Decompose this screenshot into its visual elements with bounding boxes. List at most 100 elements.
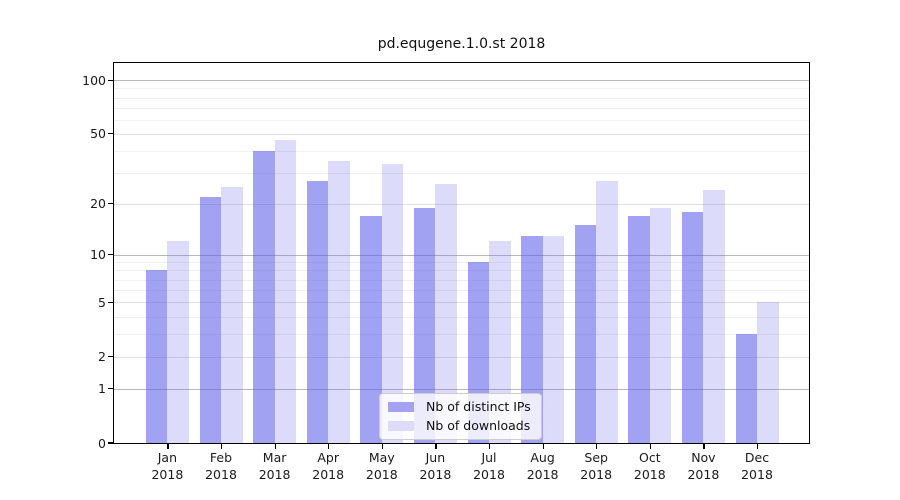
bars-layer [114,63,809,443]
x-tick-label-apr: Apr 2018 [288,450,368,483]
x-tick-feb [221,443,223,449]
x-tick-oct [649,443,651,449]
grid-layer [114,63,809,443]
bar-distinct-ips-nov [681,211,704,443]
gridline-60 [114,119,809,121]
bar-distinct-ips-may [360,215,382,443]
x-tick-month-dec: Dec [744,450,770,465]
y-tick-label-1: 1 [98,381,106,396]
legend-row-distinct-ips: Nb of distinct IPs [388,399,531,414]
bar-downloads-jun [435,183,457,443]
legend-swatch-downloads [388,420,414,431]
x-tick-apr [328,443,330,449]
x-tick-month-apr: Apr [317,450,339,465]
x-tick-jun [435,443,437,449]
gridline-3 [114,334,809,335]
legend: Nb of distinct IPs Nb of downloads [379,393,542,440]
x-tick-label-jun: Jun 2018 [395,450,475,483]
x-tick-month-oct: Oct [638,450,661,465]
y-tick-label-50: 50 [90,126,106,142]
bar-downloads-mar [274,140,297,443]
y-tick-50 [108,133,113,135]
legend-label-downloads: Nb of downloads [426,418,531,433]
bar-distinct-ips-jan [145,270,168,443]
y-tick-1 [108,387,113,390]
bar-distinct-ips-aug [521,235,543,443]
legend-swatch-distinct-ips [388,401,414,412]
gridline-100 [114,80,809,82]
x-tick-label-dec: Dec 2018 [717,450,797,483]
x-tick-month-sep: Sep [584,450,608,465]
x-tick-year-sep: 2018 [580,466,613,482]
legend-row-downloads: Nb of downloads [388,418,531,433]
y-tick-label-20: 20 [90,196,106,212]
x-tick-sep [596,443,598,449]
bar-downloads-feb [221,186,243,443]
plot-area: Nb of distinct IPs Nb of downloads [113,62,810,444]
x-tick-label-jul: Jul 2018 [449,450,529,483]
x-tick-month-aug: Aug [530,450,555,465]
bar-downloads-dec [757,302,779,443]
x-tick-year-apr: 2018 [312,466,345,482]
x-tick-label-may: May 2018 [342,450,422,483]
x-tick-year-jan: 2018 [151,466,184,482]
x-tick-year-aug: 2018 [526,466,559,482]
bar-downloads-jul [489,241,511,443]
gridline-6 [114,290,809,291]
gridline-9 [114,262,809,263]
x-tick-aug [542,443,544,449]
y-tick-0 [108,442,113,444]
bar-downloads-aug [542,235,565,443]
x-tick-label-nov: Nov 2018 [663,450,743,483]
gridline-30 [114,173,809,175]
x-tick-year-oct: 2018 [633,466,666,482]
bar-distinct-ips-apr [306,181,329,443]
bar-distinct-ips-mar [253,151,275,443]
x-tick-label-oct: Oct 2018 [610,450,690,483]
y-tick-label-0: 0 [98,435,106,451]
y-tick-label-100: 100 [82,72,106,88]
x-tick-year-jun: 2018 [419,466,452,482]
y-tick-label-2: 2 [98,349,106,365]
y-tick-20 [108,203,113,205]
y-tick-5 [108,301,113,303]
x-tick-label-jan: Jan 2018 [127,450,207,483]
bar-downloads-sep [596,181,618,443]
y-tick-100 [108,79,113,81]
bar-downloads-oct [649,207,672,443]
legend-label-distinct-ips: Nb of distinct IPs [426,399,531,414]
gridline-50 [114,133,809,135]
bar-distinct-ips-feb [199,196,221,443]
x-tick-month-mar: Mar [262,450,287,465]
bar-downloads-nov [703,190,725,443]
x-tick-label-mar: Mar 2018 [235,450,315,483]
x-tick-year-feb: 2018 [205,466,237,482]
x-tick-year-may: 2018 [365,466,398,482]
bar-distinct-ips-oct [628,215,650,443]
x-tick-month-feb: Feb [209,450,233,465]
gridline-5 [114,302,809,304]
x-tick-year-mar: 2018 [258,466,291,482]
x-tick-month-may: May [368,450,395,465]
x-tick-label-aug: Aug 2018 [503,450,583,483]
gridline-2 [114,356,809,358]
x-tick-month-jan: Jan [157,450,178,465]
gridline-70 [114,107,809,109]
x-tick-year-nov: 2018 [687,466,720,482]
x-tick-month-jun: Jun [425,450,446,465]
y-tick-label-5: 5 [98,294,106,310]
x-tick-label-feb: Feb 2018 [181,450,261,483]
bar-downloads-may [381,163,404,443]
x-tick-label-sep: Sep 2018 [556,450,636,483]
gridline-4 [114,316,809,318]
gridline-10 [114,254,809,256]
bar-distinct-ips-sep [574,225,597,443]
gridline-1 [114,388,809,390]
bar-downloads-apr [328,161,350,443]
x-tick-month-jul: Jul [481,450,497,465]
x-tick-month-nov: Nov [691,450,716,465]
x-tick-year-dec: 2018 [741,466,773,482]
y-tick-2 [108,356,113,358]
bar-distinct-ips-dec [735,334,757,443]
